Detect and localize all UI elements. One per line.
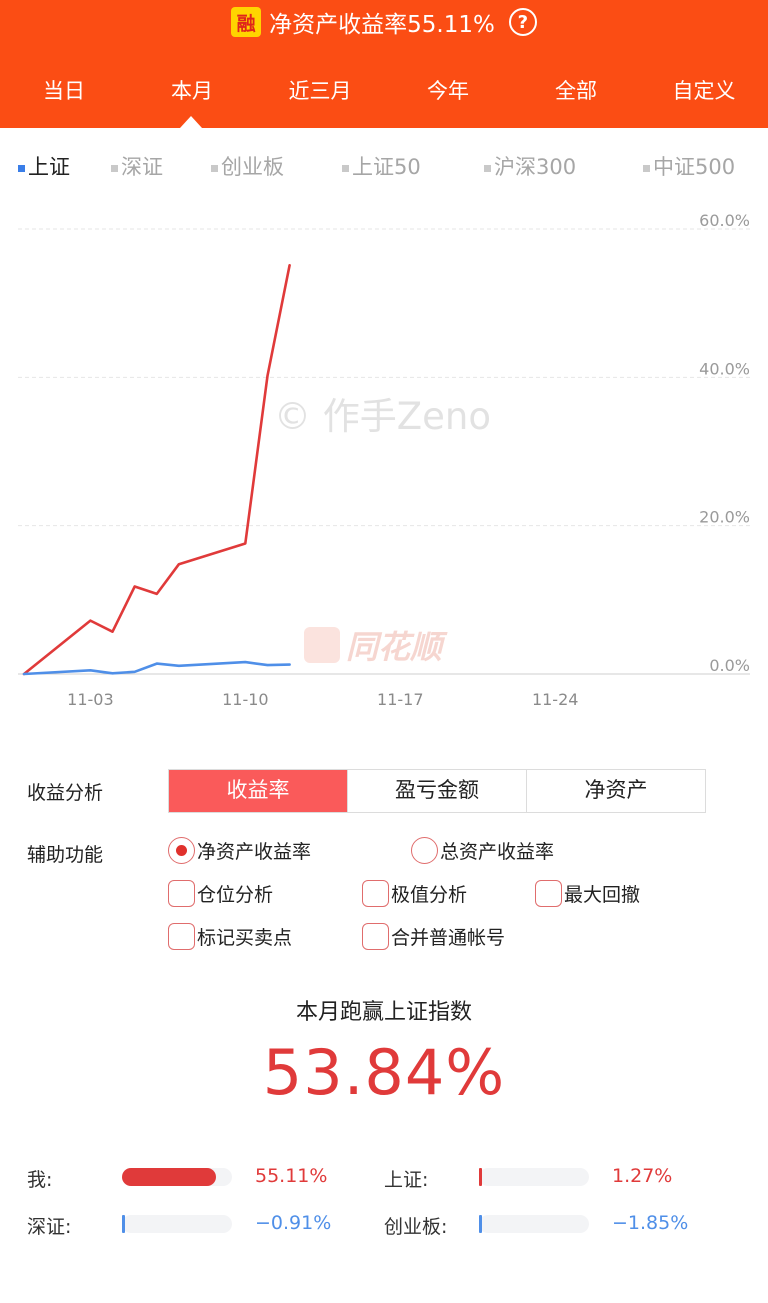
author-watermark: © 作手Zeno [274,395,491,438]
series-line-mine [22,264,291,676]
compare-cyb-label: 创业板: [384,1216,448,1238]
series-line-shanghai [22,660,291,676]
radio-total-asset-return[interactable]: 总资产收益率 [411,837,554,864]
x-tick-label: 11-24 [532,690,579,709]
tab-this-year[interactable]: 今年 [427,79,469,103]
checkbox-icon [168,923,195,950]
logo-watermark: 同花顺 [304,622,442,668]
segment-pnl-amount[interactable]: 盈亏金额 [348,770,527,812]
legend-square-icon [484,164,491,172]
check-position-analysis[interactable]: 仓位分析 [168,880,273,907]
tab-today[interactable]: 当日 [43,79,85,103]
index-tab-sz[interactable]: 深证 [111,148,163,186]
index-tab-hs300[interactable]: 沪深300 [484,148,576,186]
active-tab-indicator [180,116,202,128]
compare-sh-label: 上证: [384,1169,429,1191]
logo-watermark-text: 同花顺 [346,628,443,666]
margin-badge: 融 [231,7,262,37]
help-icon[interactable]: ? [508,8,537,36]
compare-sz-fill [122,1215,125,1233]
legend-square-icon [643,164,650,172]
tab-this-month[interactable]: 本月 [171,79,213,103]
radio-selected-icon [168,837,195,864]
logo-watermark-icon [304,627,340,663]
index-tab-sz50[interactable]: 上证50 [342,148,421,186]
segment-net-assets[interactable]: 净资产 [584,778,648,802]
x-tick-label: 11-03 [67,690,114,709]
tab-custom[interactable]: 自定义 [672,79,736,103]
compare-cyb-bar [479,1215,589,1233]
tab-all[interactable]: 全部 [555,79,597,103]
compare-sh-value: 1.27% [612,1165,673,1187]
tab-three-months[interactable]: 近三月 [288,79,352,103]
return-chart: 0.0% 20.0% 40.0% 60.0% 11-03 11-10 11-17 11-24 [0,200,768,730]
index-tabs: 上证 深证 创业板 上证50 沪深300 中证500 [0,148,768,186]
checkbox-icon [168,880,195,907]
page-title: 净资产收益率55.11% [269,12,495,38]
check-max-drawdown[interactable]: 最大回撤 [535,880,640,907]
compare-me-fill [122,1168,216,1186]
return-chart-svg: 0.0% 20.0% 40.0% 60.0% 11-03 11-10 11-17 11-24 [18,211,750,709]
compare-me-value: 55.11% [255,1165,328,1187]
x-tick-label: 11-17 [377,690,424,709]
legend-square-icon [111,164,118,172]
compare-sz-value: −0.91% [255,1212,332,1234]
aux-label: 辅助功能 [27,844,104,866]
legend-square-icon [211,164,218,172]
summary-title: 本月跑赢上证指数 [295,1000,472,1025]
index-tab-sh[interactable]: 上证 [18,148,70,186]
x-tick-label: 11-10 [222,690,269,709]
index-tab-cyb[interactable]: 创业板 [211,148,284,186]
y-tick-label: 20.0% [699,508,750,527]
compare-sz-label: 深证: [27,1216,72,1238]
compare-me-label: 我: [27,1169,53,1191]
check-mark-trades[interactable]: 标记买卖点 [168,923,292,950]
compare-sh-fill [479,1168,482,1186]
y-tick-label: 40.0% [699,359,750,378]
compare-cyb-value: −1.85% [612,1212,689,1234]
radio-unselected-icon [411,837,438,864]
period-tabs: 当日 本月 近三月 今年 全部 自定义 [0,66,768,116]
legend-square-icon [18,164,25,172]
summary-value: 53.84% [262,1036,506,1109]
compare-sh-bar [479,1168,589,1186]
header-bar: 融 净资产收益率55.11% ? 当日 本月 近三月 今年 全部 自定义 [0,0,768,128]
checkbox-icon [362,923,389,950]
analysis-label: 收益分析 [27,782,104,804]
check-merge-accounts[interactable]: 合并普通帐号 [362,923,505,950]
compare-me-bar [122,1168,232,1186]
check-extreme-analysis[interactable]: 极值分析 [362,880,467,907]
checkbox-icon [362,880,389,907]
analysis-segmented-control: 收益率 盈亏金额 净资产 [168,769,706,813]
y-tick-label: 0.0% [709,656,750,675]
segment-return-rate[interactable]: 收益率 [169,770,348,812]
title-row: 融 净资产收益率55.11% ? [0,4,768,40]
y-tick-label: 60.0% [699,211,750,230]
legend-square-icon [342,164,349,172]
compare-sz-bar [122,1215,232,1233]
compare-cyb-fill [479,1215,482,1233]
checkbox-icon [535,880,562,907]
radio-net-asset-return[interactable]: 净资产收益率 [168,837,311,864]
index-tab-zz500[interactable]: 中证500 [643,148,735,186]
